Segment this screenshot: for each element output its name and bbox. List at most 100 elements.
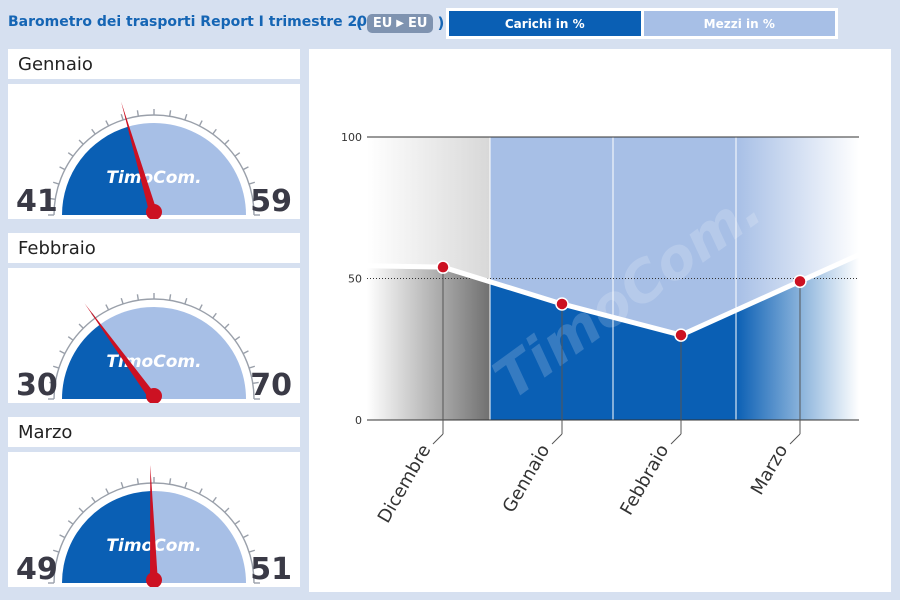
gauge-tick bbox=[120, 113, 124, 121]
gauge-tick bbox=[242, 350, 249, 355]
gauge-loads-sector bbox=[62, 491, 154, 583]
gauge-needle bbox=[121, 101, 158, 217]
gauge-tick bbox=[78, 507, 84, 513]
gauge-tick bbox=[184, 481, 188, 489]
series-point bbox=[674, 328, 688, 342]
series-point bbox=[436, 260, 450, 274]
gauge-loads-sector bbox=[62, 324, 154, 399]
gauge-tick bbox=[105, 488, 110, 495]
gauge-month-label-febbraio: Febbraio bbox=[8, 233, 300, 263]
gauge-tick bbox=[234, 336, 241, 341]
play-arrow-icon: ▶ bbox=[396, 17, 404, 29]
gauge-loads-value: 30 bbox=[16, 368, 58, 403]
gauge-tick bbox=[184, 113, 188, 121]
page-title: Barometro dei trasporti Report I trimest… bbox=[8, 14, 387, 30]
route-to: EU bbox=[408, 15, 428, 31]
gauge-tick bbox=[67, 152, 74, 157]
gauge-loads-value: 49 bbox=[16, 552, 58, 587]
x-category-label: Dicembre bbox=[374, 441, 436, 527]
route-indicator: ( EU ▶ EU ) bbox=[356, 10, 444, 36]
gauge-tick bbox=[52, 365, 60, 369]
gauge-tick bbox=[52, 549, 60, 553]
gauge-tick bbox=[59, 534, 66, 539]
gauge-tick bbox=[136, 478, 140, 485]
category-leader-line bbox=[432, 433, 444, 445]
gauge-tick bbox=[67, 336, 74, 341]
chart-band-lower bbox=[490, 281, 613, 420]
gauge-tick bbox=[198, 120, 203, 127]
x-category-label: Marzo bbox=[747, 441, 792, 499]
gauge-tick bbox=[242, 166, 249, 171]
legend-vehicles: Mezzi in % bbox=[643, 11, 835, 36]
gauge-tick-ring bbox=[48, 109, 260, 216]
gauge-tick bbox=[52, 181, 60, 185]
category-leader-line bbox=[670, 433, 682, 445]
gauge-tick bbox=[198, 488, 203, 495]
gauge-month-label-marzo: Marzo bbox=[8, 417, 300, 447]
y-tick-label: 0 bbox=[355, 414, 362, 427]
gauge-marzo: TimoCom. bbox=[48, 465, 260, 587]
gauge-tick bbox=[67, 520, 74, 525]
gauge-tick bbox=[198, 304, 203, 311]
gauge-tick bbox=[168, 478, 172, 485]
gauge-febbraio: TimoCom. bbox=[48, 293, 260, 403]
gauge-tick bbox=[136, 294, 140, 301]
route-bracket-close: ) bbox=[437, 14, 445, 32]
x-category-label: Febbraio bbox=[616, 441, 673, 519]
gauge-tick bbox=[78, 139, 84, 145]
gauge-tick bbox=[248, 181, 256, 185]
gauge-vehicles-value: 51 bbox=[250, 552, 292, 587]
gauge-tick bbox=[252, 565, 259, 569]
gauge-tick bbox=[184, 297, 188, 305]
gauge-tick bbox=[49, 197, 56, 201]
gauge-tick bbox=[248, 549, 256, 553]
gauge-loads-value: 41 bbox=[16, 184, 58, 219]
chart-band-lower bbox=[736, 254, 859, 420]
gauge-tick bbox=[120, 297, 124, 305]
gauge-tick bbox=[212, 312, 217, 319]
gauge-vehicles-value: 59 bbox=[250, 184, 292, 219]
route-from: EU bbox=[372, 15, 393, 31]
gauge-tick bbox=[120, 481, 124, 489]
gauge-needle bbox=[84, 303, 158, 402]
gauge-panel-febbraio: TimoCom. 30 70 bbox=[8, 268, 300, 403]
gauge-tick bbox=[224, 139, 230, 145]
gauge-tick bbox=[78, 323, 84, 329]
category-leader-line bbox=[789, 433, 801, 445]
gauge-vehicles-sector bbox=[151, 491, 246, 583]
gauge-needle-hub bbox=[146, 388, 162, 403]
gauge-tick bbox=[224, 507, 230, 513]
category-leader-line bbox=[551, 433, 563, 445]
gauge-tick bbox=[49, 565, 56, 569]
gauge-tick bbox=[168, 110, 172, 117]
gauge-tick bbox=[136, 110, 140, 117]
chart-band-lower bbox=[613, 310, 736, 420]
gauge-needle bbox=[150, 465, 158, 584]
gauge-tick bbox=[105, 120, 110, 127]
gauge-tick bbox=[59, 350, 66, 355]
gauge-tick bbox=[234, 152, 241, 157]
gauge-tick bbox=[212, 128, 217, 135]
timocom-logo: TimoCom. bbox=[106, 168, 201, 188]
gauge-tick bbox=[59, 166, 66, 171]
chart-band-lower bbox=[367, 265, 490, 420]
route-bracket-open: ( bbox=[356, 14, 363, 32]
gauge-tick bbox=[242, 534, 249, 539]
gauge-tick bbox=[234, 520, 241, 525]
gauge-vehicles-sector bbox=[99, 307, 246, 399]
gauge-tick bbox=[105, 304, 110, 311]
header: Barometro dei trasporti Report I trimest… bbox=[0, 0, 900, 46]
gauge-tick bbox=[212, 496, 217, 503]
gauge-tick bbox=[252, 197, 259, 201]
gauge-tick bbox=[168, 294, 172, 301]
series-point bbox=[793, 274, 807, 289]
gauge-loads-sector bbox=[62, 126, 154, 215]
gauge-vehicles-value: 70 bbox=[250, 368, 292, 403]
gauge-panel-gennaio: TimoCom. 41 59 bbox=[8, 84, 300, 219]
gauge-month-label-gennaio: Gennaio bbox=[8, 49, 300, 79]
gauge-tick-ring bbox=[48, 477, 260, 584]
gauge-gennaio: TimoCom. bbox=[48, 101, 260, 219]
legend-loads: Carichi in % bbox=[449, 11, 641, 36]
gauge-tick bbox=[252, 381, 259, 385]
